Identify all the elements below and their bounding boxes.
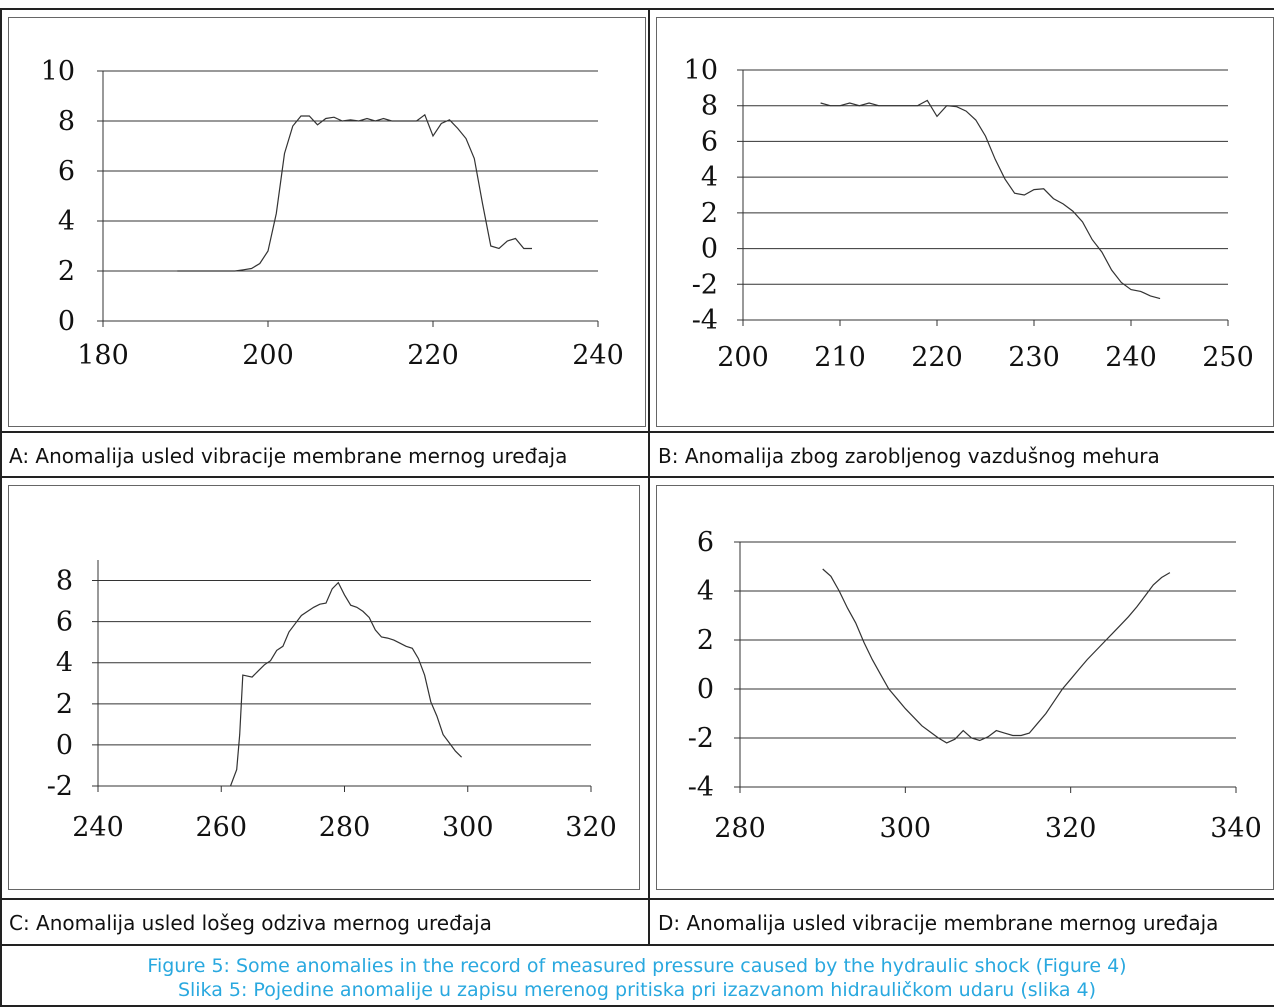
table-border-row3 <box>0 898 1274 900</box>
chart-c-x-tick-label: 300 <box>442 812 494 843</box>
chart-d-series-line <box>822 568 1171 744</box>
chart-frame-c <box>8 485 640 890</box>
chart-d-y-tick-label: -4 <box>688 772 714 803</box>
table-border-bottom <box>0 1005 1274 1007</box>
chart-d-x-tick-label: 300 <box>880 813 932 844</box>
table-border-row1 <box>0 431 1274 433</box>
chart-d-y-tick-label: 2 <box>697 625 714 656</box>
chart-b-x-tick-label: 210 <box>814 342 866 373</box>
table-border-left <box>0 8 2 1006</box>
chart-b-x-tick-label: 220 <box>911 342 963 373</box>
chart-b-series-line <box>820 99 1161 300</box>
chart-b-x-tick-label: 230 <box>1008 342 1060 373</box>
chart-b-y-tick-label: 4 <box>701 162 718 193</box>
chart-b-x-tick-label: 200 <box>717 342 769 373</box>
chart-d-y-tick-label: 0 <box>697 674 714 705</box>
chart-b-y-tick-label: 6 <box>701 126 718 157</box>
caption-c: C: Anomalija usled lošeg odziva mernog u… <box>9 911 492 935</box>
chart-b-y-tick-label: -4 <box>692 305 718 336</box>
chart-c-series-line <box>229 581 463 787</box>
chart-b-y-tick-label: 2 <box>701 198 718 229</box>
chart-c-x-tick-label: 320 <box>565 812 617 843</box>
chart-c-y-tick-label: -2 <box>47 771 73 802</box>
chart-c-x-tick-label: 280 <box>319 812 371 843</box>
caption-a: A: Anomalija usled vibracije membrane me… <box>9 444 568 468</box>
figure-caption-serbian: Slika 5: Pojedine anomalije u zapisu mer… <box>177 979 1097 1001</box>
caption-d: D: Anomalija usled vibracije membrane me… <box>658 911 1219 935</box>
chart-d-y-tick-label: -2 <box>688 723 714 754</box>
chart-a-series-line <box>177 113 532 272</box>
chart-a-y-tick-label: 6 <box>58 156 75 187</box>
chart-a-x-tick-label: 240 <box>572 340 624 371</box>
table-border-top <box>0 8 1274 10</box>
chart-d-x-tick-label: 340 <box>1210 813 1262 844</box>
chart-b-x-tick-label: 250 <box>1202 342 1254 373</box>
table-border-middle <box>648 8 650 945</box>
chart-c-x-tick-label: 240 <box>72 812 124 843</box>
chart-a-y-tick-label: 10 <box>41 56 75 87</box>
figure-caption-english: Figure 5: Some anomalies in the record o… <box>147 955 1127 977</box>
chart-d-y-tick-label: 4 <box>697 576 714 607</box>
chart-b-y-tick-label: -2 <box>692 269 718 300</box>
chart-d-y-tick-label: 6 <box>697 527 714 558</box>
chart-b-y-tick-label: 10 <box>684 55 718 86</box>
chart-d-x-tick-label: 280 <box>714 813 766 844</box>
chart-c-y-tick-label: 2 <box>56 689 73 720</box>
chart-a-x-tick-label: 200 <box>242 340 294 371</box>
chart-c-y-tick-label: 6 <box>56 607 73 638</box>
table-border-row2 <box>0 476 1274 478</box>
chart-d-x-tick-label: 320 <box>1045 813 1097 844</box>
chart-a-x-tick-label: 180 <box>77 340 129 371</box>
chart-c-x-tick-label: 260 <box>195 812 247 843</box>
chart-a-y-tick-label: 4 <box>58 206 75 237</box>
chart-a-y-tick-label: 0 <box>58 306 75 337</box>
chart-b-y-tick-label: 8 <box>701 91 718 122</box>
table-border-row4 <box>0 944 1274 946</box>
chart-c-y-tick-label: 0 <box>56 730 73 761</box>
caption-b: B: Anomalija zbog zarobljenog vazdušnog … <box>658 444 1160 468</box>
chart-c-y-tick-label: 8 <box>56 566 73 597</box>
chart-c-y-tick-label: 4 <box>56 648 73 679</box>
chart-b-x-tick-label: 240 <box>1105 342 1157 373</box>
chart-b-y-tick-label: 0 <box>701 234 718 265</box>
chart-a-y-tick-label: 8 <box>58 106 75 137</box>
chart-a-x-tick-label: 220 <box>407 340 459 371</box>
chart-frame-a <box>8 17 646 427</box>
chart-a-y-tick-label: 2 <box>58 256 75 287</box>
